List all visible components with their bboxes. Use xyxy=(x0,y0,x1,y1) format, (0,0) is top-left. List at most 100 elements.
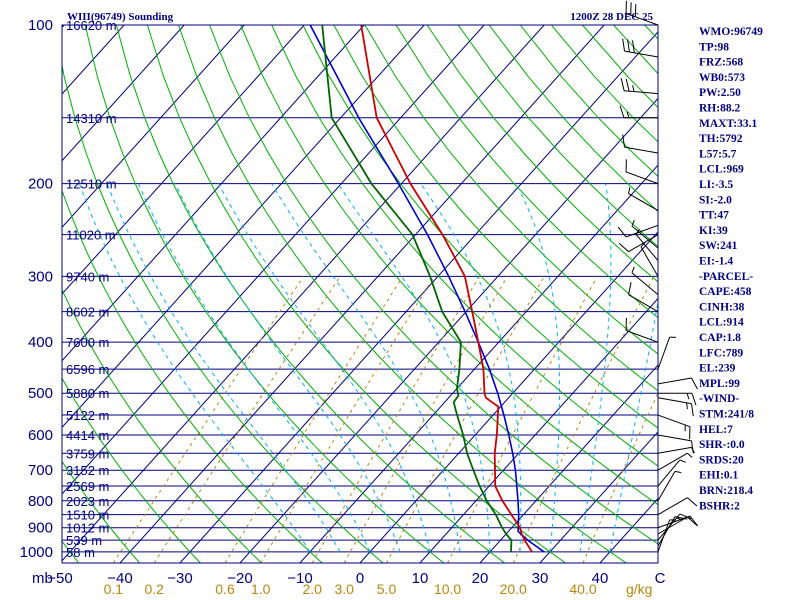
dry-adiabat-line xyxy=(426,25,658,283)
stability-index: FRZ:568 xyxy=(699,57,743,69)
barb-staff xyxy=(628,193,659,211)
barb-staff xyxy=(657,397,692,405)
stability-index: EL:239 xyxy=(699,363,736,375)
barb-staff xyxy=(657,434,692,442)
pressure-label: 300 xyxy=(28,268,53,285)
wind-barb xyxy=(625,159,659,185)
dry-adiabat-line xyxy=(271,25,658,467)
barb-flag xyxy=(674,516,688,520)
axis-labels: 0.1 0.2 0.6 1.0 2.0 3.0 5.0 10.0 20.0 40.01002003… xyxy=(20,17,666,597)
dry-adiabat-line xyxy=(457,25,658,248)
dry-adiabat-line xyxy=(333,25,658,392)
dry-adiabat-line xyxy=(209,25,658,545)
moist-adiabat-line xyxy=(579,183,612,552)
barb-staff xyxy=(624,146,659,154)
barb-staff xyxy=(657,497,688,516)
wind-barb xyxy=(657,470,682,502)
height-label: 5880 m xyxy=(66,386,109,401)
stability-index: EHI:0.1 xyxy=(699,470,739,482)
barb-flag xyxy=(627,39,630,53)
barb-flag xyxy=(679,513,692,520)
barb-staff xyxy=(624,50,659,58)
dry-adiabat-line xyxy=(240,25,658,506)
moist-adiabat-line xyxy=(138,183,371,553)
wind-barb xyxy=(657,414,691,440)
temperature-tick-label: 10 xyxy=(412,570,429,587)
station-title: WIII(96749) Sounding xyxy=(67,11,174,23)
stability-index: CINH:38 xyxy=(699,301,745,313)
barb-flag xyxy=(618,242,629,253)
barb-half-flag xyxy=(679,459,686,463)
isotherm-line xyxy=(62,25,185,162)
moist-adiabat-line xyxy=(174,183,401,552)
barb-half-flag xyxy=(635,228,640,235)
mixing-ratio-label: 2.0 xyxy=(302,581,322,597)
dry-adiabat-line xyxy=(62,288,262,563)
mixing-ratio-label: 1.0 xyxy=(251,581,271,597)
dry-adiabat-line xyxy=(62,460,140,563)
stability-index: EI:-1.4 xyxy=(699,256,733,268)
barb-staff xyxy=(657,377,692,385)
height-label: 11020 m xyxy=(66,228,116,243)
barb-flag xyxy=(625,78,630,92)
isotherm-line xyxy=(62,25,425,429)
moist-adiabat-line xyxy=(420,183,522,552)
stability-index: TP:98 xyxy=(699,41,729,53)
height-label: 539 m xyxy=(66,533,102,548)
barb-flag xyxy=(628,282,632,295)
stability-index: HEL:7 xyxy=(699,424,733,436)
stability-index: SRDS:20 xyxy=(699,454,744,466)
barb-staff xyxy=(657,516,676,547)
pressure-label: 500 xyxy=(28,385,53,402)
sounding-time: 1200Z 28 DEC 25 xyxy=(570,11,653,23)
stability-index: TH:5792 xyxy=(699,133,743,145)
barb-flag xyxy=(622,134,626,148)
dry-adiabat-line xyxy=(62,62,384,563)
barb-staff xyxy=(625,12,659,26)
barb-half-flag xyxy=(691,447,695,454)
barb-half-flag xyxy=(674,470,682,474)
wind-barb xyxy=(657,446,695,454)
mixing-ratio-label: 40.0 xyxy=(569,581,596,597)
height-label: 8602 m xyxy=(66,305,109,320)
stability-index: CAPE:458 xyxy=(699,286,752,298)
parcel-trace xyxy=(309,25,545,553)
dewpoint-trace xyxy=(321,25,513,552)
wind-barb xyxy=(617,224,659,238)
height-label: 6596 m xyxy=(66,362,109,377)
isotherm-line xyxy=(62,25,245,229)
wind-barb xyxy=(631,220,659,249)
pressure-label: 400 xyxy=(28,334,53,351)
stability-index: STM:241/8 xyxy=(699,409,754,421)
dry-adiabat-line xyxy=(302,25,658,429)
isotherm-line xyxy=(419,297,658,563)
barb-staff xyxy=(657,337,671,370)
mixing-ratio-line xyxy=(311,276,480,563)
height-label: 2023 m xyxy=(66,494,109,509)
wind-barb xyxy=(622,38,659,58)
wind-barb xyxy=(657,377,698,390)
barb-staff xyxy=(625,224,659,238)
moist-adiabat-line xyxy=(218,183,431,552)
stability-indices-panel: WMO:96749 TP:98 FRZ:568 WB0:573 PW:2.50 RH:88… xyxy=(699,26,763,512)
pressure-label: 900 xyxy=(28,520,53,537)
wind-barb xyxy=(657,434,694,454)
temperature-tick-label: 20 xyxy=(472,570,489,587)
moist-adiabat-line xyxy=(609,299,658,552)
pressure-label: 700 xyxy=(28,462,53,479)
height-label: 1012 m xyxy=(66,521,109,536)
mixing-ratio-line xyxy=(153,276,341,563)
barb-flag xyxy=(689,515,699,527)
wind-barb xyxy=(628,282,659,313)
barb-staff xyxy=(657,519,671,553)
height-label: 2569 m xyxy=(66,479,109,494)
pressure-label: 100 xyxy=(28,17,53,34)
mixing-ratio-line xyxy=(447,276,598,563)
mixing-ratio-label: 5.0 xyxy=(377,581,397,597)
moist-adiabat-line xyxy=(337,183,491,552)
barb-staff xyxy=(624,90,659,95)
barb-flag xyxy=(619,105,625,118)
wind-barb xyxy=(619,105,658,119)
barb-half-flag xyxy=(631,266,635,274)
